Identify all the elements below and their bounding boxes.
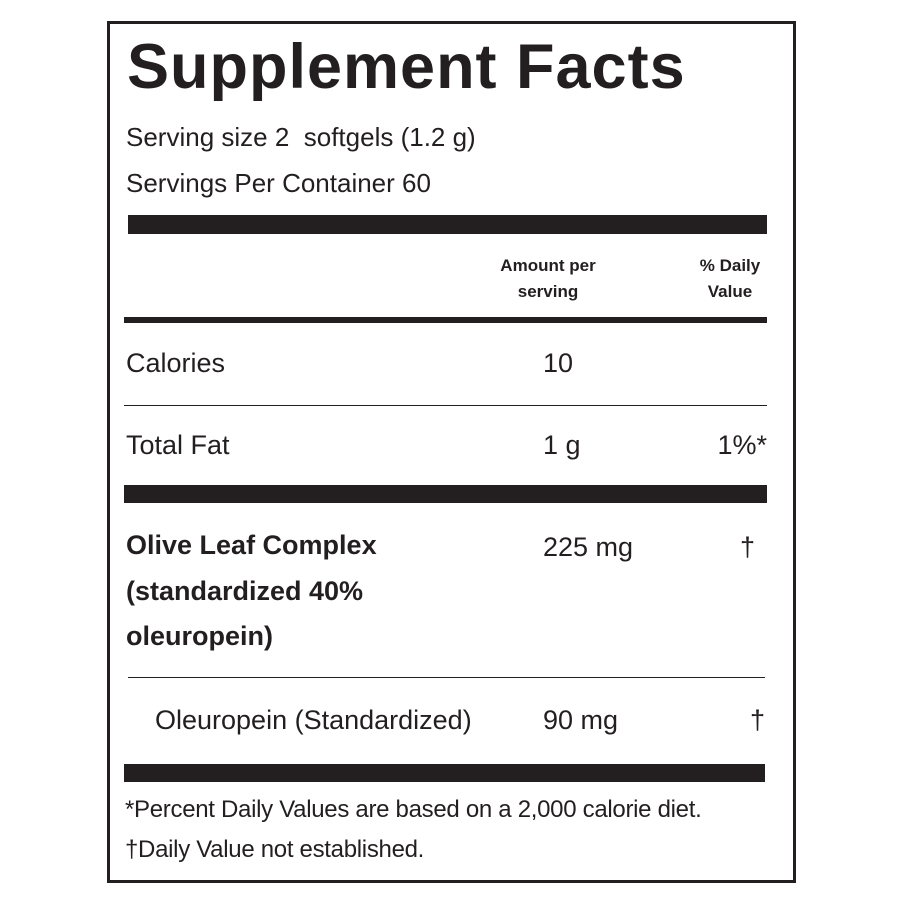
- row-amount: 1 g: [543, 430, 581, 460]
- row-amount: 10: [543, 348, 574, 378]
- footnote: †Daily Value not established.: [125, 836, 425, 863]
- footnote: *Percent Daily Values are based on a 2,0…: [125, 796, 702, 823]
- medium-rule: [124, 317, 767, 323]
- row-daily-value: †: [740, 532, 756, 562]
- row-amount: 225 mg: [543, 532, 634, 562]
- column-header: Amount per serving: [500, 256, 596, 301]
- thin-rule: [124, 405, 767, 406]
- row-daily-value: 1%*: [717, 430, 767, 460]
- thin-rule: [128, 677, 765, 678]
- row-label: Oleuropein (Standardized): [155, 705, 472, 735]
- thick-rule: [124, 485, 767, 503]
- thick-rule: [124, 764, 765, 782]
- thick-rule: [128, 215, 767, 234]
- row-label: Olive Leaf Complex (standardized 40% ole…: [126, 530, 377, 651]
- label-border: [107, 21, 796, 883]
- row-label: Calories: [126, 348, 226, 378]
- title: Supplement Facts: [127, 32, 686, 102]
- serving-size: Serving size 2 softgels (1.2 g): [126, 122, 476, 152]
- servings-per-container: Servings Per Container 60: [126, 168, 431, 198]
- column-header: % Daily Value: [699, 256, 761, 301]
- row-amount: 90 mg: [543, 705, 619, 735]
- row-daily-value: †: [750, 705, 766, 735]
- row-label: Total Fat: [126, 430, 230, 460]
